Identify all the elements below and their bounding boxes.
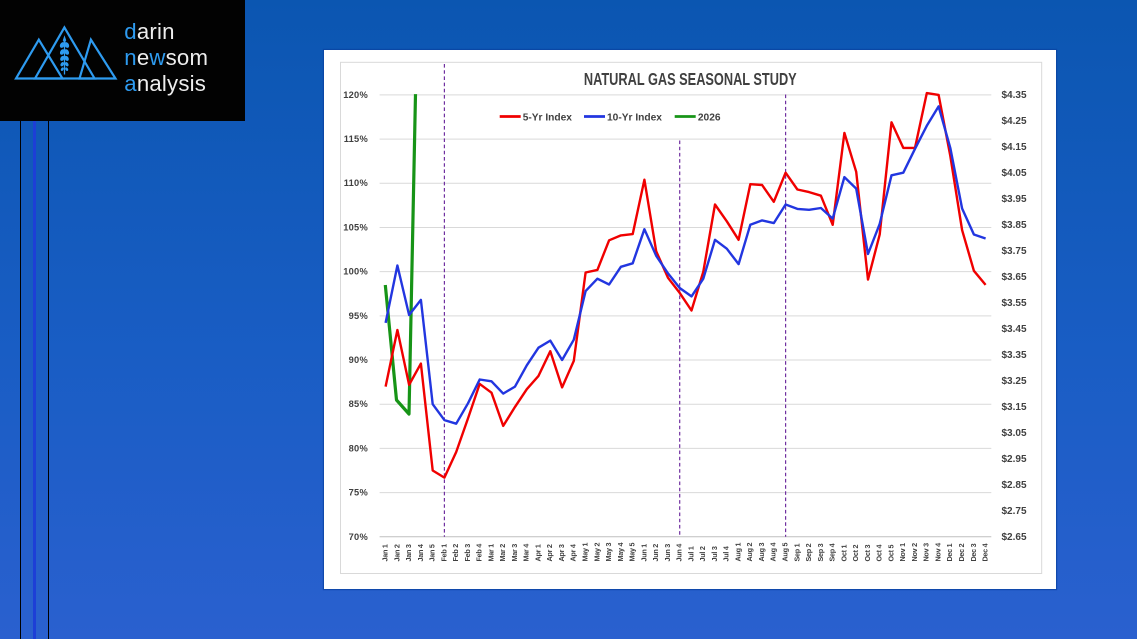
- svg-text:Jul 4: Jul 4: [722, 546, 731, 561]
- svg-text:Jan 5: Jan 5: [428, 544, 437, 561]
- svg-text:Mar 4: Mar 4: [522, 543, 531, 561]
- svg-text:Sep 2: Sep 2: [804, 543, 813, 561]
- svg-text:Jul 1: Jul 1: [686, 546, 695, 561]
- svg-text:Feb 2: Feb 2: [451, 543, 460, 561]
- svg-text:Nov 1: Nov 1: [898, 542, 907, 561]
- svg-text:Mar 1: Mar 1: [486, 543, 495, 561]
- svg-text:$2.85: $2.85: [1002, 480, 1027, 491]
- svg-text:Oct 5: Oct 5: [886, 544, 895, 561]
- svg-text:$4.35: $4.35: [1002, 90, 1027, 101]
- svg-text:$3.35: $3.35: [1002, 350, 1027, 361]
- svg-text:Dec 1: Dec 1: [945, 543, 954, 561]
- svg-text:Oct 4: Oct 4: [875, 544, 884, 561]
- svg-text:90%: 90%: [349, 354, 369, 364]
- svg-text:$3.45: $3.45: [1002, 324, 1027, 335]
- svg-text:Oct 3: Oct 3: [863, 544, 872, 561]
- svg-text:Dec 3: Dec 3: [969, 543, 978, 561]
- svg-text:$3.85: $3.85: [1002, 220, 1027, 231]
- svg-text:$2.75: $2.75: [1002, 506, 1027, 517]
- svg-text:$3.95: $3.95: [1002, 194, 1027, 205]
- svg-text:May 5: May 5: [628, 542, 637, 561]
- svg-text:110%: 110%: [344, 178, 369, 188]
- svg-text:Jan 4: Jan 4: [416, 544, 425, 561]
- svg-text:Feb 4: Feb 4: [475, 543, 484, 561]
- svg-text:May 4: May 4: [616, 542, 625, 561]
- svg-text:May 3: May 3: [604, 542, 613, 561]
- svg-text:Aug 4: Aug 4: [769, 542, 778, 561]
- svg-text:Jul 2: Jul 2: [698, 546, 707, 561]
- svg-text:105%: 105%: [343, 222, 368, 232]
- svg-text:Mar 3: Mar 3: [510, 543, 519, 561]
- svg-text:Jun 1: Jun 1: [639, 543, 648, 561]
- svg-text:Oct 2: Oct 2: [851, 544, 860, 561]
- svg-text:Jul 3: Jul 3: [710, 546, 719, 561]
- svg-text:Jun 2: Jun 2: [651, 543, 660, 561]
- svg-text:$3.15: $3.15: [1002, 402, 1027, 413]
- svg-text:Sep 1: Sep 1: [792, 543, 801, 561]
- svg-text:120%: 120%: [343, 89, 368, 99]
- svg-text:Aug 5: Aug 5: [781, 542, 790, 561]
- svg-text:Sep 3: Sep 3: [816, 543, 825, 561]
- svg-text:Apr 3: Apr 3: [557, 544, 566, 561]
- svg-text:Oct 1: Oct 1: [839, 544, 848, 561]
- svg-text:$3.25: $3.25: [1002, 376, 1027, 387]
- svg-text:$2.95: $2.95: [1002, 454, 1027, 465]
- svg-text:Jun 4: Jun 4: [675, 543, 684, 561]
- svg-text:Apr 1: Apr 1: [533, 544, 542, 561]
- svg-text:$4.05: $4.05: [1002, 168, 1027, 179]
- svg-text:Jun 3: Jun 3: [663, 543, 672, 561]
- svg-text:Nov 3: Nov 3: [922, 542, 931, 561]
- svg-text:Dec 4: Dec 4: [981, 543, 990, 561]
- svg-text:$3.75: $3.75: [1002, 246, 1027, 257]
- svg-text:Jan 2: Jan 2: [392, 544, 401, 561]
- svg-text:Aug 3: Aug 3: [757, 542, 766, 561]
- svg-text:Apr 2: Apr 2: [545, 544, 554, 561]
- svg-text:Mar 2: Mar 2: [498, 543, 507, 561]
- svg-text:Jan 1: Jan 1: [381, 544, 390, 561]
- svg-text:$3.05: $3.05: [1002, 428, 1027, 439]
- svg-text:$3.55: $3.55: [1002, 298, 1027, 309]
- svg-text:2026: 2026: [698, 112, 721, 123]
- svg-text:Nov 4: Nov 4: [934, 542, 943, 561]
- svg-text:Aug 1: Aug 1: [734, 542, 743, 561]
- svg-text:Dec 2: Dec 2: [957, 543, 966, 561]
- svg-text:75%: 75%: [349, 487, 369, 497]
- svg-text:$3.65: $3.65: [1002, 272, 1027, 283]
- svg-text:$2.65: $2.65: [1002, 532, 1027, 543]
- svg-text:NATURAL GAS SEASONAL STUDY: NATURAL GAS SEASONAL STUDY: [584, 68, 797, 88]
- svg-text:80%: 80%: [349, 443, 369, 453]
- svg-text:Aug 2: Aug 2: [745, 542, 754, 561]
- svg-text:Feb 3: Feb 3: [463, 543, 472, 561]
- svg-text:85%: 85%: [349, 399, 369, 409]
- svg-text:Sep 4: Sep 4: [828, 543, 837, 561]
- svg-text:70%: 70%: [349, 531, 369, 541]
- svg-text:May 1: May 1: [581, 542, 590, 561]
- svg-text:5-Yr Index: 5-Yr Index: [523, 112, 573, 123]
- svg-text:95%: 95%: [349, 310, 369, 320]
- svg-text:Nov 2: Nov 2: [910, 542, 919, 561]
- svg-text:$4.15: $4.15: [1002, 142, 1027, 153]
- svg-text:100%: 100%: [343, 266, 368, 276]
- svg-text:Jan 3: Jan 3: [404, 544, 413, 561]
- svg-text:$4.25: $4.25: [1002, 116, 1027, 127]
- svg-text:May 2: May 2: [592, 542, 601, 561]
- svg-text:Apr 4: Apr 4: [569, 544, 578, 561]
- svg-text:Feb 1: Feb 1: [439, 543, 448, 561]
- svg-text:115%: 115%: [344, 134, 369, 144]
- svg-text:10-Yr Index: 10-Yr Index: [607, 112, 662, 123]
